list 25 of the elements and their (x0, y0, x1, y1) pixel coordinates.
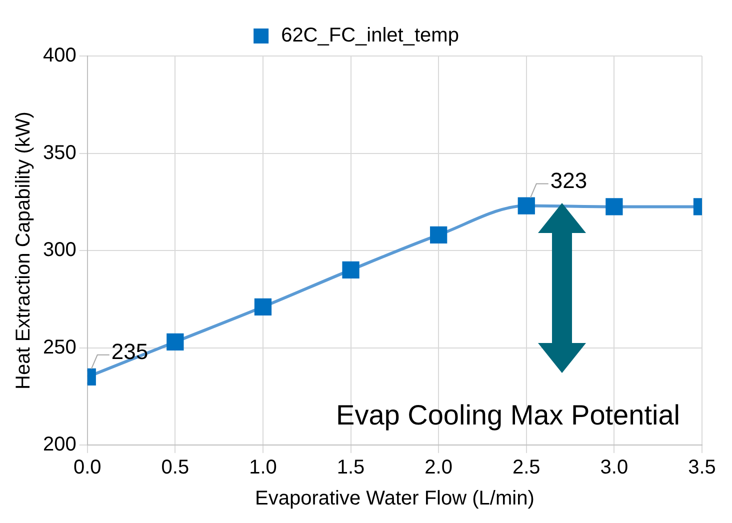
y-axis-title: Heat Extraction Capability (kW) (12, 112, 35, 390)
x-tick-label: 1.5 (336, 456, 365, 479)
y-tick-label: 200 (42, 434, 76, 456)
x-axis-title: Evaporative Water Flow (L/min) (255, 488, 534, 510)
y-tick-label: 300 (42, 239, 76, 262)
legend-label: 62C_FC_inlet_temp (281, 24, 459, 47)
x-tick-label: 3.0 (600, 456, 628, 479)
point (342, 261, 360, 279)
data-label: 235 (111, 338, 148, 364)
point (254, 298, 272, 316)
x-tick-label: 0.5 (161, 456, 190, 479)
x-tick-label: 0.0 (73, 456, 102, 479)
point (166, 333, 184, 350)
y-tick-label: 350 (42, 142, 76, 164)
x-tick-label: 1.0 (249, 456, 277, 479)
x-tick-label: 2.0 (424, 456, 452, 479)
point (518, 197, 535, 214)
y-tick-label: 400 (42, 44, 76, 67)
x-tick-label: 2.5 (512, 456, 540, 479)
x-tick-label: 3.5 (688, 456, 716, 479)
point (606, 198, 623, 216)
annotation: Evap Cooling Max Potential (336, 400, 680, 431)
y-tick-label: 250 (42, 336, 76, 358)
data-label: 323 (550, 168, 588, 193)
point (430, 226, 448, 244)
